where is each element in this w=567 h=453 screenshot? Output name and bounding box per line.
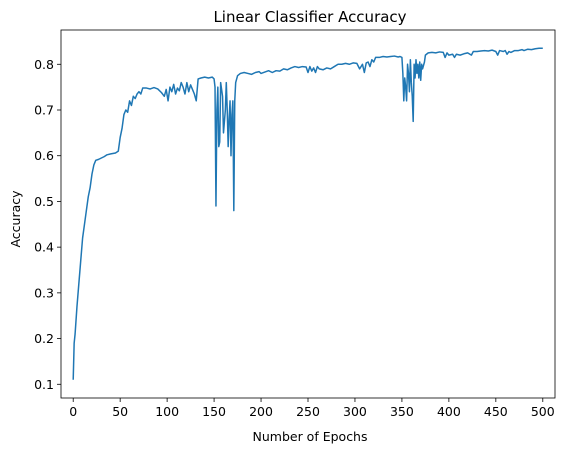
y-axis-label: Accuracy (8, 190, 23, 248)
y-tick-label: 0.3 (34, 285, 54, 300)
x-tick-label: 0 (69, 404, 77, 419)
y-tick-label: 0.2 (34, 331, 54, 346)
y-tick-label: 0.5 (34, 194, 54, 209)
x-axis: 0 50 100 150 200 250 300 350 400 450 500 (69, 398, 555, 419)
y-tick-label: 0.1 (34, 377, 54, 392)
x-tick-label: 50 (112, 404, 128, 419)
accuracy-series-line (72, 47, 543, 380)
x-tick-label: 200 (249, 404, 273, 419)
x-tick-label: 350 (390, 404, 414, 419)
y-axis: 0.1 0.2 0.3 0.4 0.5 0.6 0.7 0.8 (34, 57, 61, 392)
plot-frame (60, 29, 556, 399)
y-tick-label: 0.8 (34, 57, 54, 72)
y-tick-label: 0.6 (34, 148, 54, 163)
x-tick-label: 100 (155, 404, 179, 419)
y-tick-label: 0.7 (34, 103, 54, 118)
x-tick-label: 250 (296, 404, 320, 419)
y-tick-label: 0.4 (34, 240, 54, 255)
plot-area: 0 50 100 150 200 250 300 350 400 450 500 0.1 0.2 0.3… (34, 29, 556, 419)
x-tick-label: 500 (531, 404, 555, 419)
chart-title: Linear Classifier Accuracy (213, 8, 406, 26)
x-axis-label: Number of Epochs (253, 429, 368, 444)
x-tick-label: 150 (202, 404, 226, 419)
x-tick-label: 400 (437, 404, 461, 419)
x-tick-label: 300 (343, 404, 367, 419)
x-tick-label: 450 (484, 404, 508, 419)
